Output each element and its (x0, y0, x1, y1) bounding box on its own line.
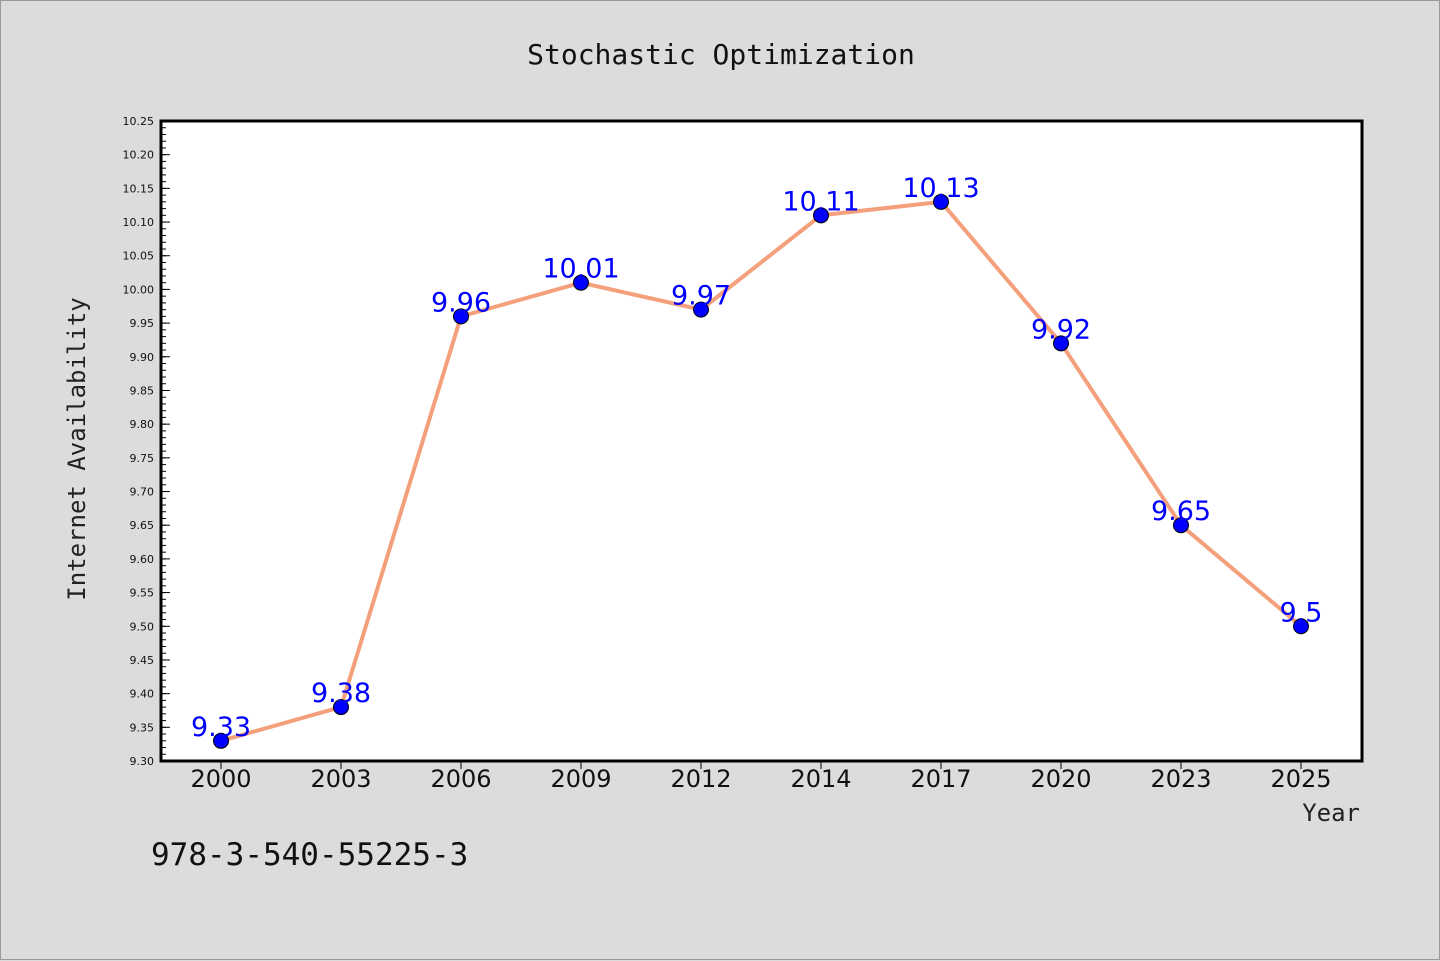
data-point (573, 274, 589, 291)
y-tick-label: 9.60 (130, 553, 155, 566)
data-point (213, 732, 229, 749)
plot-area (159, 119, 1364, 763)
y-tick-label: 9.75 (130, 452, 155, 465)
data-point (933, 193, 949, 210)
series-group: 9.33 9.38 9.96 10.01 9.97 10.11 10.13 9.92 9.65 9… (191, 173, 1323, 749)
y-tick-label: 9.80 (130, 418, 155, 431)
data-point (1053, 335, 1069, 352)
x-tick-label: 2006 (430, 765, 491, 793)
series-line (220, 199, 1303, 743)
y-tick-label: 10.25 (123, 115, 155, 128)
chart-title: Stochastic Optimization (527, 38, 915, 71)
isbn-annotation: 978-3-540-55225-3 (151, 837, 468, 873)
data-point (1173, 517, 1189, 534)
data-label: 9.5 (1280, 597, 1323, 628)
x-tick-label: 2000 (190, 765, 251, 793)
x-axis-label: Year (1302, 799, 1360, 827)
y-tick-label: 9.90 (130, 351, 155, 364)
data-label: 10.01 (542, 254, 619, 285)
data-point (453, 308, 469, 325)
y-axis: 9.30 9.35 9.40 9.45 9.50 9.55 9.60 9.65 9.70 9.75… (123, 115, 170, 768)
y-tick-label: 10.05 (123, 250, 155, 263)
y-tick-label: 9.85 (130, 384, 155, 397)
data-point (333, 699, 349, 716)
x-tick-label: 2023 (1150, 765, 1211, 793)
y-tick-label: 9.35 (130, 721, 155, 734)
y-tick-label: 10.20 (123, 149, 155, 162)
y-tick-label: 9.65 (130, 519, 155, 532)
data-label: 9.96 (431, 287, 491, 318)
data-point (1293, 618, 1309, 635)
data-label: 9.65 (1151, 496, 1211, 527)
x-tick-label: 2009 (550, 765, 611, 793)
y-axis-label: Internet Availability (63, 297, 91, 600)
x-tick-label: 2012 (670, 765, 731, 793)
x-tick-label: 2017 (910, 765, 971, 793)
y-tick-label: 9.95 (130, 317, 155, 330)
data-point (813, 207, 829, 224)
x-tick-label: 2020 (1030, 765, 1091, 793)
y-tick-label: 10.00 (123, 283, 155, 296)
data-label: 9.33 (191, 712, 251, 743)
x-axis: 2000 2003 2006 2009 2012 2014 2017 2020 2023 2025 (190, 761, 1332, 793)
y-tick-label: 9.70 (130, 486, 155, 499)
y-tick-label: 10.15 (123, 182, 155, 195)
y-tick-label: 9.40 (130, 688, 155, 701)
x-tick-label: 2003 (310, 765, 371, 793)
x-tick-label: 2014 (790, 765, 851, 793)
data-label: 9.92 (1031, 314, 1091, 345)
data-label: 10.13 (902, 173, 979, 204)
data-point (693, 301, 709, 318)
y-tick-label: 9.45 (130, 654, 155, 667)
x-tick-label: 2025 (1270, 765, 1331, 793)
data-label: 10.11 (782, 186, 859, 217)
y-tick-label: 10.10 (123, 216, 155, 229)
data-label: 9.38 (311, 678, 371, 709)
y-tick-label: 9.30 (130, 755, 155, 768)
data-label: 9.97 (671, 281, 731, 312)
y-tick-label: 9.50 (130, 620, 155, 633)
y-tick-label: 9.55 (130, 587, 155, 600)
